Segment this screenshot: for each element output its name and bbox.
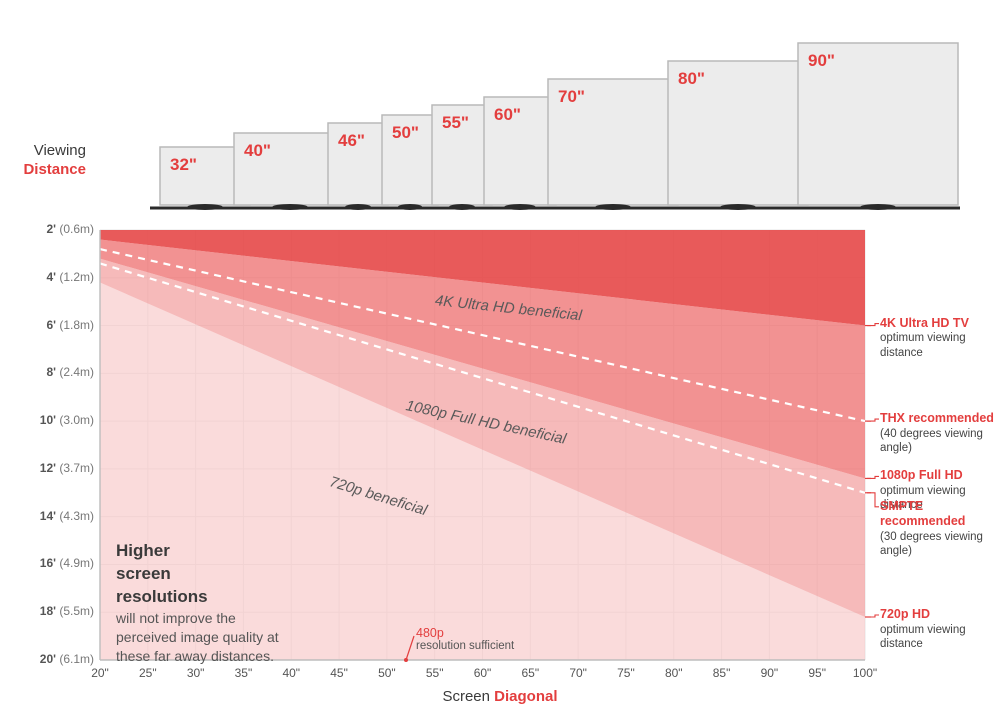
- x-tick-label: 85": [707, 666, 737, 680]
- y-tick-label: 18' (5.5m): [22, 604, 94, 618]
- y-tick-label: 6' (1.8m): [22, 318, 94, 332]
- x-tick-label: 80": [659, 666, 689, 680]
- callout-480p: 480p resolution sufficient: [416, 626, 514, 652]
- x-tick-label: 90": [754, 666, 784, 680]
- x-tick-label: 70": [563, 666, 593, 680]
- x-tick-label: 65": [515, 666, 545, 680]
- x-tick-label: 95": [802, 666, 832, 680]
- x-tick-label: 75": [611, 666, 641, 680]
- y-tick-label: 8' (2.4m): [22, 365, 94, 379]
- x-tick-label: 30": [181, 666, 211, 680]
- x-tick-label: 40": [276, 666, 306, 680]
- y-tick-label: 10' (3.0m): [22, 413, 94, 427]
- y-tick-label: 4' (1.2m): [22, 270, 94, 284]
- y-tick-label: 2' (0.6m): [22, 222, 94, 236]
- legend-entry: 720p HDoptimum viewing distance: [880, 607, 1000, 651]
- x-tick-label: 100": [850, 666, 880, 680]
- x-tick-label: 35": [228, 666, 258, 680]
- y-tick-label: 16' (4.9m): [22, 556, 94, 570]
- x-tick-label: 50": [372, 666, 402, 680]
- x-tick-label: 20": [85, 666, 115, 680]
- x-tick-label: 25": [133, 666, 163, 680]
- legend-entry: 4K Ultra HD TVoptimum viewing distance: [880, 316, 1000, 360]
- legend-entry: THX recommended(40 degrees viewing angle…: [880, 411, 1000, 455]
- legend-entry: SMPTE recommended(30 degrees viewing ang…: [880, 499, 1000, 559]
- resolution-note-body: will not improve the perceived image qua…: [116, 610, 279, 664]
- resolution-note: Higher screen resolutions will not impro…: [116, 540, 296, 665]
- y-tick-label: 14' (4.3m): [22, 509, 94, 523]
- y-tick-label: 20' (6.1m): [22, 652, 94, 666]
- x-tick-label: 55": [420, 666, 450, 680]
- x-tick-label: 45": [324, 666, 354, 680]
- x-tick-label: 60": [468, 666, 498, 680]
- viewing-distance-infographic: { "chart": { "type": "area-band-chart", …: [0, 0, 1000, 714]
- y-tick-label: 12' (3.7m): [22, 461, 94, 475]
- x-axis-title: Screen Diagonal: [0, 688, 1000, 705]
